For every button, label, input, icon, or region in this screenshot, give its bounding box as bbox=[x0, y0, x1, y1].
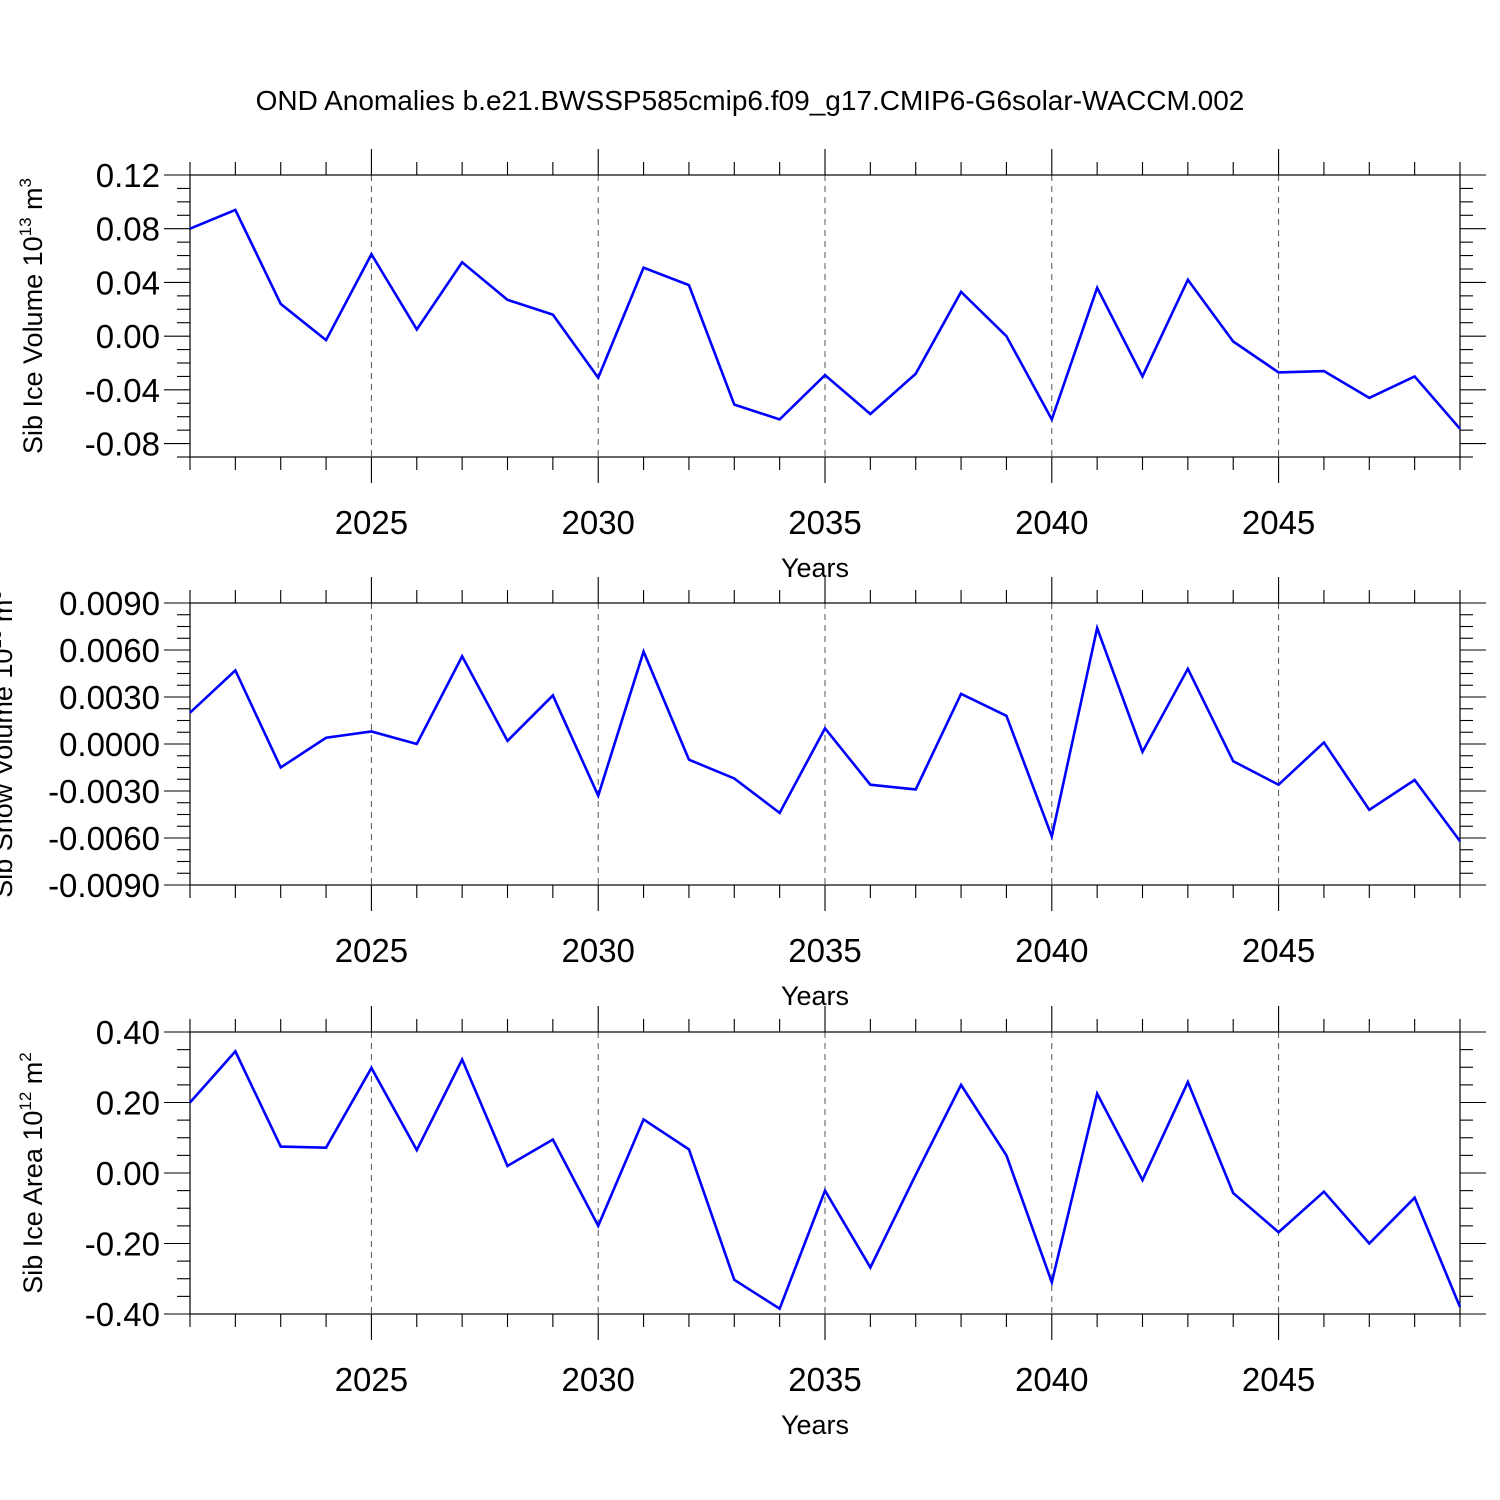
x-tick-label: 2040 bbox=[1015, 932, 1088, 969]
y-tick-label: 0.00 bbox=[96, 318, 160, 355]
x-tick-label: 2025 bbox=[335, 932, 408, 969]
x-tick-label: 2030 bbox=[562, 504, 635, 541]
y-tick-label: -0.40 bbox=[85, 1296, 160, 1333]
x-axis-title: Years bbox=[781, 1410, 849, 1440]
y-tick-label: 0.0090 bbox=[59, 585, 160, 622]
x-tick-label: 2045 bbox=[1242, 932, 1315, 969]
x-tick-label: 2030 bbox=[562, 1361, 635, 1398]
y-axis-title: Sib Ice Area 1012 m2 bbox=[16, 1052, 48, 1294]
y-tick-label: 0.12 bbox=[96, 157, 160, 194]
x-tick-label: 2040 bbox=[1015, 504, 1088, 541]
y-tick-label: -0.0090 bbox=[48, 867, 160, 904]
plot-frame bbox=[189, 602, 1461, 886]
panel-3: 0.40 0.20 0.00 -0.20 -0.40 2025 2030 2035 2040 20… bbox=[16, 1006, 1486, 1440]
panel-2: 0.0090 0.0060 0.0030 0.0000 -0.0030 -0.0060 -0… bbox=[0, 577, 1486, 1011]
chart-title: OND Anomalies b.e21.BWSSP585cmip6.f09_g1… bbox=[256, 85, 1245, 116]
y-tick-label: 0.20 bbox=[96, 1085, 160, 1122]
x-tick-label: 2035 bbox=[788, 504, 861, 541]
y-tick-label: 0.0030 bbox=[59, 679, 160, 716]
x-tick-label: 2045 bbox=[1242, 1361, 1315, 1398]
x-tick-label: 2035 bbox=[788, 1361, 861, 1398]
y-tick-label: -0.0030 bbox=[48, 773, 160, 810]
y-tick-label: 0.0060 bbox=[59, 632, 160, 669]
y-tick-label: -0.08 bbox=[85, 426, 160, 463]
panel-1: 0.12 0.08 0.04 0.00 -0.04 -0.08 2025 2030 2035 20… bbox=[16, 149, 1486, 583]
y-tick-label: -0.0060 bbox=[48, 820, 160, 857]
y-tick-label: -0.04 bbox=[85, 372, 160, 409]
y-tick-label: 0.00 bbox=[96, 1155, 160, 1192]
y-tick-label: 0.40 bbox=[96, 1014, 160, 1051]
y-tick-label: 0.04 bbox=[96, 264, 160, 301]
y-tick-label: -0.20 bbox=[85, 1226, 160, 1263]
x-tick-label: 2045 bbox=[1242, 504, 1315, 541]
x-tick-label: 2035 bbox=[788, 932, 861, 969]
y-axis-title: Sib Snow Volume 1013 m3 bbox=[0, 590, 18, 898]
y-axis-title: Sib Ice Volume 1013 m3 bbox=[16, 178, 48, 454]
x-axis-title: Years bbox=[781, 981, 849, 1011]
plot-frame bbox=[189, 1031, 1461, 1315]
x-tick-label: 2025 bbox=[335, 504, 408, 541]
y-tick-label: 0.08 bbox=[96, 211, 160, 248]
x-tick-label: 2040 bbox=[1015, 1361, 1088, 1398]
plot-frame bbox=[189, 174, 1461, 458]
y-tick-label: 0.0000 bbox=[59, 726, 160, 763]
x-tick-label: 2025 bbox=[335, 1361, 408, 1398]
x-tick-label: 2030 bbox=[562, 932, 635, 969]
x-axis-title: Years bbox=[781, 553, 849, 583]
